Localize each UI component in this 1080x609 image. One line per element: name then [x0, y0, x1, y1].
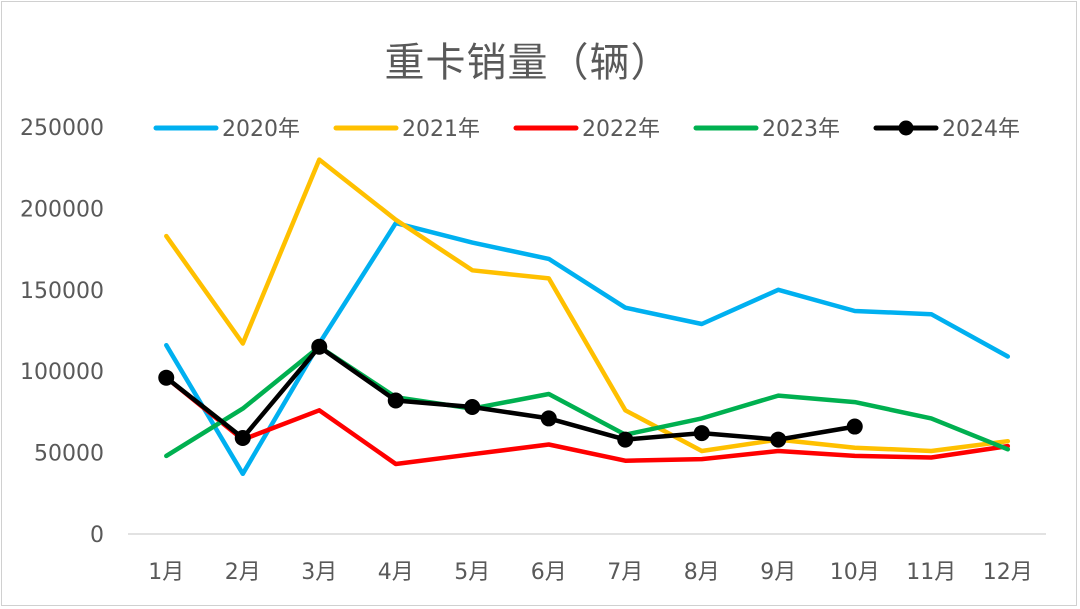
x-tick-label: 4月: [378, 560, 414, 585]
legend-label: 2024年: [942, 117, 1020, 142]
x-tick-label: 3月: [301, 560, 337, 585]
x-tick-label: 7月: [607, 560, 643, 585]
data-point: [311, 338, 328, 355]
y-tick-label: 250000: [20, 116, 104, 141]
data-point: [617, 431, 634, 448]
series-line: [164, 375, 1011, 467]
y-tick-label: 200000: [20, 197, 104, 222]
x-tick-label: 11月: [906, 560, 956, 585]
x-tick-label: 8月: [684, 560, 720, 585]
series-line: [164, 157, 1011, 454]
x-tick-label: 6月: [531, 560, 567, 585]
data-point: [464, 399, 481, 416]
legend-label: 2023年: [762, 117, 840, 142]
data-point: [693, 425, 710, 442]
data-point: [540, 410, 557, 427]
y-tick-label: 150000: [20, 279, 104, 304]
x-tick-label: 9月: [760, 560, 796, 585]
y-tick-label: 0: [90, 523, 104, 548]
y-tick-label: 100000: [20, 360, 104, 385]
legend-label: 2022年: [582, 117, 660, 142]
data-point: [846, 418, 863, 435]
data-point: [234, 429, 251, 446]
series-line: [164, 344, 858, 442]
data-point: [387, 392, 404, 409]
x-tick-label: 12月: [983, 560, 1033, 585]
x-tick-label: 2月: [225, 560, 261, 585]
legend-label: 2020年: [222, 117, 300, 142]
legend-label: 2021年: [402, 117, 480, 142]
series-line: [164, 344, 1011, 459]
x-tick-label: 10月: [830, 560, 880, 585]
data-point: [770, 431, 787, 448]
data-point: [158, 369, 175, 386]
x-tick-label: 5月: [454, 560, 490, 585]
y-tick-label: 50000: [34, 442, 104, 467]
chart-title: 重卡销量（辆）: [384, 40, 672, 86]
x-tick-label: 1月: [148, 560, 184, 585]
legend-marker: [898, 120, 914, 136]
